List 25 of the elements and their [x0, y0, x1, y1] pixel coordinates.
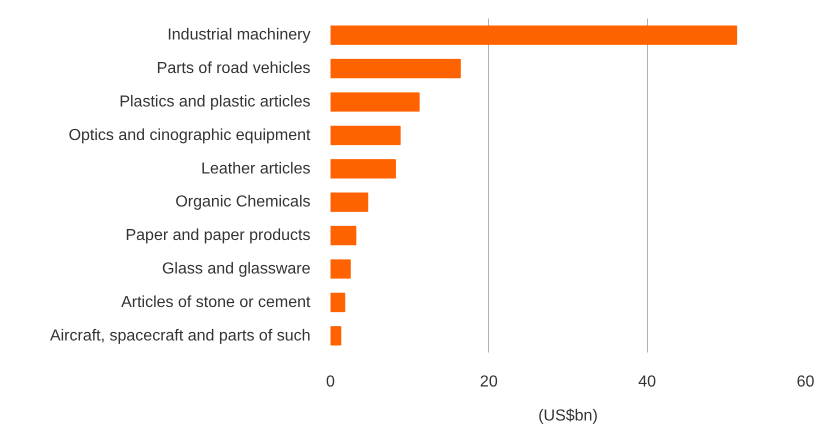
bar	[330, 159, 396, 178]
x-tick-label: 60	[796, 374, 814, 390]
bar	[330, 226, 356, 246]
bar	[330, 292, 346, 312]
bar	[330, 259, 351, 279]
y-tick-label: Industrial machinery	[167, 26, 310, 44]
bar	[330, 192, 368, 212]
y-tick-label: Optics and cinographic equipment	[68, 126, 312, 144]
y-tick-label: Paper and paper products	[125, 227, 310, 244]
x-tick-label: 40	[638, 374, 656, 390]
y-tick-label: Parts of road vehicles	[156, 60, 311, 78]
y-tick-label: Aircraft, spacecraft and parts of such	[50, 327, 310, 344]
x-tick-label: 0	[326, 374, 336, 390]
y-tick-label: Leather articles	[201, 160, 310, 178]
bar	[330, 26, 738, 45]
y-tick-label: Plastics and plastic articles	[119, 94, 310, 110]
bar	[330, 126, 401, 146]
bar	[330, 58, 461, 78]
y-tick-label: Glass and glassware	[162, 260, 311, 278]
x-tick-label: 20	[480, 374, 498, 390]
bar	[330, 326, 342, 346]
bar	[330, 92, 420, 112]
x-axis-title: (US$bn)	[538, 408, 598, 424]
y-tick-label: Organic Chemicals	[175, 194, 310, 211]
y-tick-label: Articles of stone or cement	[121, 294, 312, 311]
